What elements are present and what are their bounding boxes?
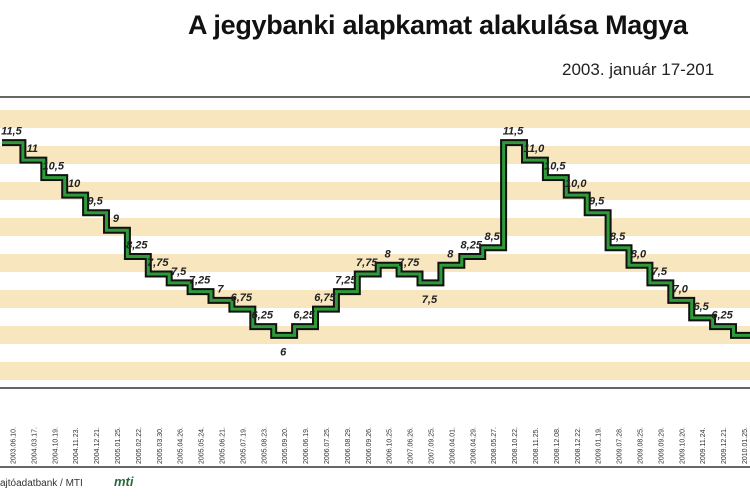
data-label: 9	[113, 213, 120, 225]
data-label: 9,5	[589, 196, 605, 208]
data-label: 6,75	[314, 292, 336, 304]
data-label: 7,5	[422, 294, 438, 306]
data-label: 7,75	[356, 257, 378, 269]
x-tick-label: 2008.05.27.	[491, 427, 498, 464]
data-label: 10,5	[43, 161, 65, 173]
data-label: 11,0	[524, 143, 545, 155]
chart-frame	[0, 96, 750, 468]
x-tick-label: 2008.04.01.	[449, 427, 456, 464]
x-tick-label: 2008.11.25.	[533, 427, 540, 464]
x-tick-label: 2005.07.19.	[240, 427, 247, 464]
data-label: 10,5	[544, 161, 566, 173]
x-tick-label: 2006.10.25.	[387, 427, 394, 464]
x-tick-label: 2005.05.24.	[199, 427, 206, 464]
chart-subtitle: 2003. január 17-201	[562, 60, 715, 79]
data-label: 9,5	[87, 196, 103, 208]
x-tick-label: 2004.03.17.	[31, 427, 38, 464]
source-credit: ajtóadatbank / MTI	[0, 478, 83, 489]
x-tick-label: 2010.01.25.	[742, 427, 749, 464]
data-label: 8,5	[485, 231, 501, 243]
data-label: 6,75	[231, 292, 253, 304]
x-tick-label: 2009.07.28.	[617, 427, 624, 464]
x-tick-label: 2005.03.30.	[157, 427, 164, 464]
x-tick-label: 2007.06.26.	[408, 427, 415, 464]
chart-title: A jegybanki alapkamat alakulása Magya	[188, 10, 688, 40]
data-label: 8,25	[461, 240, 483, 252]
x-tick-label: 2005.06.21.	[219, 427, 226, 464]
data-label: 7,75	[398, 257, 420, 269]
x-tick-label: 2003.06.10.	[10, 427, 17, 464]
x-tick-label: 2008.10.22.	[512, 427, 519, 464]
data-label: 6,25	[293, 310, 315, 322]
background-band	[0, 326, 750, 344]
x-tick-label: 2009.01.19.	[596, 427, 603, 464]
x-tick-label: 2004.12.21.	[94, 427, 101, 464]
x-tick-label: 2005.08.23.	[261, 427, 268, 464]
data-label: 6,25	[252, 310, 274, 322]
x-tick-label: 2008.12.22.	[575, 427, 582, 464]
data-label: 10	[68, 178, 81, 190]
x-tick-labels: 2003.06.10. 2004.03.17. 2004.10.19. 2004.11…	[10, 427, 749, 464]
data-label: 7,5	[652, 266, 668, 278]
background-band	[0, 218, 750, 236]
data-label: 8,25	[126, 240, 148, 252]
x-tick-label: 2006.07.25.	[324, 427, 331, 464]
x-tick-label: 2007.09.25.	[428, 427, 435, 464]
data-label: 8	[447, 248, 454, 260]
data-label: 8,0	[631, 248, 647, 260]
x-tick-label: 2009.11.24.	[700, 427, 707, 464]
data-label: 11,5	[503, 126, 524, 138]
x-tick-label: 2005.02.22.	[136, 427, 143, 464]
data-label: 11,5	[1, 126, 22, 138]
data-label: 7	[217, 283, 224, 295]
x-tick-label: 2005.09.20.	[282, 427, 289, 464]
data-label: 7,5	[171, 266, 187, 278]
data-label: 7,25	[189, 275, 211, 287]
x-tick-label: 2009.09.29.	[658, 427, 665, 464]
series-line	[2, 141, 750, 337]
x-tick-label: 2005.01.25.	[115, 427, 122, 464]
data-label: 10,0	[565, 178, 587, 190]
x-tick-label: 2006.08.29.	[345, 427, 352, 464]
background-band	[0, 110, 750, 128]
x-tick-label: 2006.09.26.	[366, 427, 373, 464]
background-band	[0, 182, 750, 200]
x-tick-label: 2005.04.26.	[178, 427, 185, 464]
data-label: 6,25	[711, 310, 733, 322]
data-label: 6,5	[694, 301, 710, 313]
mti-logo: mti	[114, 474, 134, 489]
data-label: 8	[385, 248, 392, 260]
x-tick-label: 2008.12.08.	[554, 427, 561, 464]
x-tick-label: 2009.12.21.	[721, 427, 728, 464]
background-band	[0, 362, 750, 380]
background-band	[0, 146, 750, 164]
x-tick-label: 2009.08.25.	[637, 427, 644, 464]
background-band	[0, 290, 750, 308]
data-label: 6	[280, 346, 287, 358]
data-labels: 11,51110,5109,598,257,757,57,2576,756,25…	[1, 126, 733, 359]
data-label: 11	[27, 143, 38, 155]
data-label: 7,75	[147, 257, 169, 269]
x-tick-label: 2004.10.19.	[52, 427, 59, 464]
data-label: 7,0	[673, 283, 689, 295]
background-bands	[0, 110, 750, 380]
data-label: 8,5	[610, 231, 626, 243]
x-tick-label: 2006.06.19.	[303, 427, 310, 464]
x-tick-label: 2009.10.20.	[679, 427, 686, 464]
x-tick-label: 2004.11.23.	[73, 427, 80, 464]
data-label: 7,25	[335, 275, 357, 287]
x-tick-label: 2008.04.29.	[470, 427, 477, 464]
